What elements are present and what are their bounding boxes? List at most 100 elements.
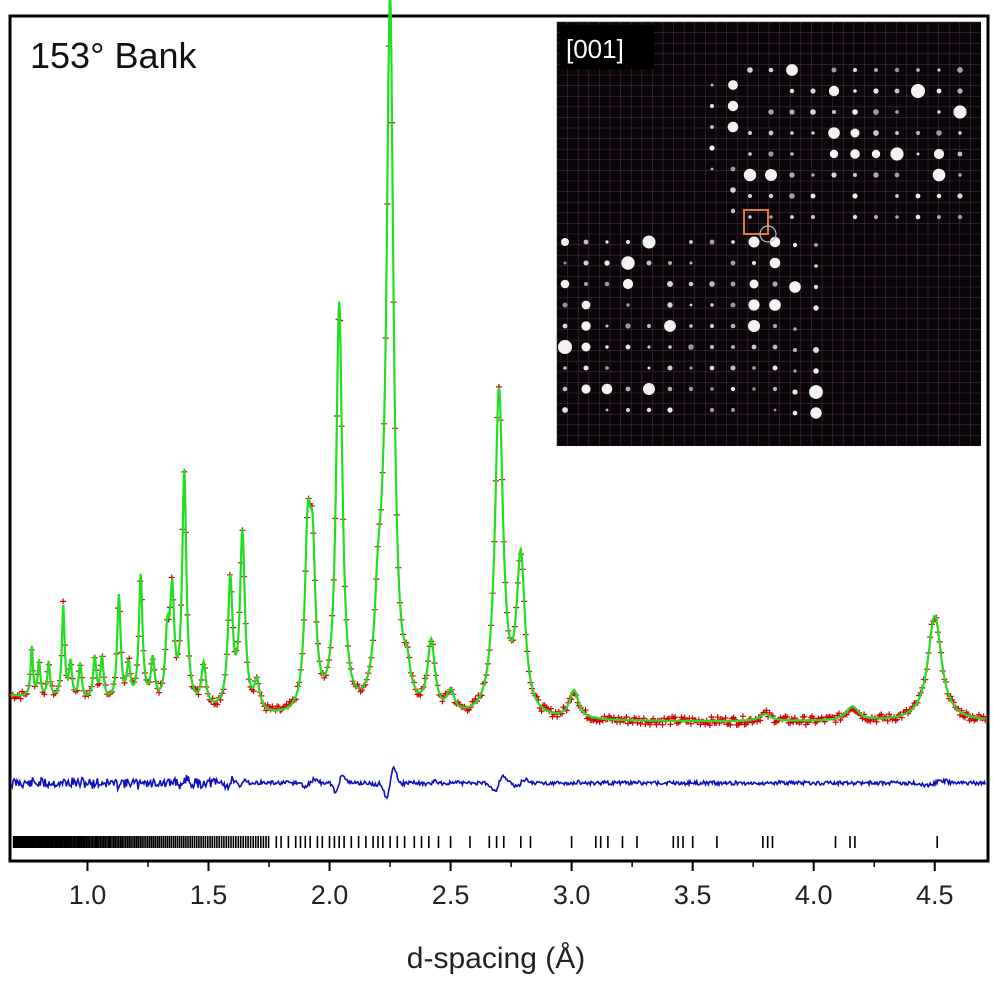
inset-spot — [768, 130, 774, 136]
inset-spot — [936, 130, 942, 136]
inset-spot — [895, 215, 899, 219]
inset-spot — [810, 109, 816, 115]
inset-spot — [709, 407, 715, 413]
inset-spot — [873, 88, 879, 94]
x-tick-label: 2.5 — [432, 880, 470, 910]
inset-spot — [730, 386, 736, 392]
inset-spots — [558, 64, 967, 419]
inset-spot — [604, 281, 610, 287]
inset-spot — [772, 386, 778, 392]
inset-spot — [765, 169, 777, 181]
inset-spot — [668, 261, 672, 265]
inset-spot — [748, 131, 752, 135]
inset-spot — [768, 193, 774, 199]
inset-spot — [563, 261, 567, 265]
inset-spot — [727, 121, 739, 133]
inset-spot — [563, 366, 567, 370]
inset-spot — [813, 305, 819, 311]
x-axis-ticks: 1.0 1.5 2.0 2.5 3.0 3.5 4.0 4.5 — [69, 861, 954, 910]
inset-spot — [581, 300, 591, 310]
inset-spot — [832, 110, 836, 114]
series-difference — [10, 765, 987, 800]
inset-spot — [852, 109, 858, 115]
inset-spot — [625, 386, 631, 392]
inset-spot — [710, 303, 714, 307]
inset-spot — [895, 194, 899, 198]
inset-spot — [810, 193, 816, 199]
inset-spot — [752, 387, 756, 391]
inset-spot — [646, 407, 652, 413]
inset-spot — [664, 320, 676, 332]
series-calculated — [11, 0, 986, 722]
inset-spot — [730, 281, 736, 287]
inset-spot — [605, 408, 609, 412]
inset-spot — [731, 345, 735, 349]
inset-spot — [562, 302, 568, 308]
inset-spot — [793, 369, 797, 373]
inset-spot — [936, 88, 942, 94]
inset-spot — [772, 344, 778, 350]
inset-spot — [728, 80, 738, 90]
inset-spot — [829, 149, 839, 159]
inset-spot — [643, 383, 655, 395]
inset-spot — [853, 89, 857, 93]
inset-spot — [710, 387, 714, 391]
inset-spot — [772, 323, 778, 329]
inset-spot — [915, 130, 921, 136]
inset-spot — [873, 109, 879, 115]
inset-spot — [850, 128, 860, 138]
inset-spot — [873, 214, 879, 220]
inset-spot — [828, 85, 840, 97]
inset-spot — [895, 131, 899, 135]
inset-spot — [895, 110, 899, 114]
inset-spot — [731, 240, 735, 244]
inset-spot — [667, 407, 673, 413]
inset-spot — [814, 264, 818, 268]
beam-stop-box — [743, 209, 769, 235]
inset-spot — [601, 383, 613, 395]
inset-spot — [605, 324, 609, 328]
inset-spot — [811, 173, 815, 177]
inset-spot — [957, 193, 963, 199]
inset-spot — [852, 193, 858, 199]
inset-spot — [749, 279, 759, 289]
inset-spot — [625, 323, 631, 329]
inset-spot — [730, 365, 736, 371]
inset-spot — [743, 168, 757, 182]
inset-spot — [789, 281, 801, 293]
inset-spot — [789, 193, 795, 199]
inset-spot — [668, 345, 672, 349]
inset-spot — [772, 365, 778, 371]
inset-spot — [709, 145, 715, 151]
inset-spot — [916, 68, 920, 72]
inset-spot — [873, 172, 879, 178]
inset-spot — [581, 342, 591, 352]
inset-spot — [747, 67, 753, 73]
inset-spot — [731, 408, 735, 412]
inset-spot — [622, 278, 634, 290]
x-tick-label: 3.0 — [553, 880, 591, 910]
inset-spot — [768, 109, 774, 115]
inset-spot — [558, 340, 572, 354]
inset-spot — [809, 385, 823, 399]
inset-spot — [748, 299, 760, 311]
inset-spot — [874, 68, 878, 72]
inset-spot — [828, 127, 840, 139]
x-tick-label: 3.5 — [674, 880, 712, 910]
inset-spot — [871, 149, 881, 159]
inset-spot — [667, 386, 673, 392]
inset-spot — [937, 110, 941, 114]
inset-spot — [957, 88, 963, 94]
inset-spot — [710, 167, 714, 171]
inset-spot — [562, 386, 568, 392]
inset-spot — [748, 215, 752, 219]
inset-spot — [748, 152, 752, 156]
inset-spot — [752, 366, 756, 370]
inset-spot — [814, 243, 818, 247]
inset-spot — [789, 109, 795, 115]
inset-spot — [562, 323, 568, 329]
inset-spot — [769, 257, 781, 269]
inset-spot — [793, 348, 797, 352]
inset-spot — [688, 344, 694, 350]
